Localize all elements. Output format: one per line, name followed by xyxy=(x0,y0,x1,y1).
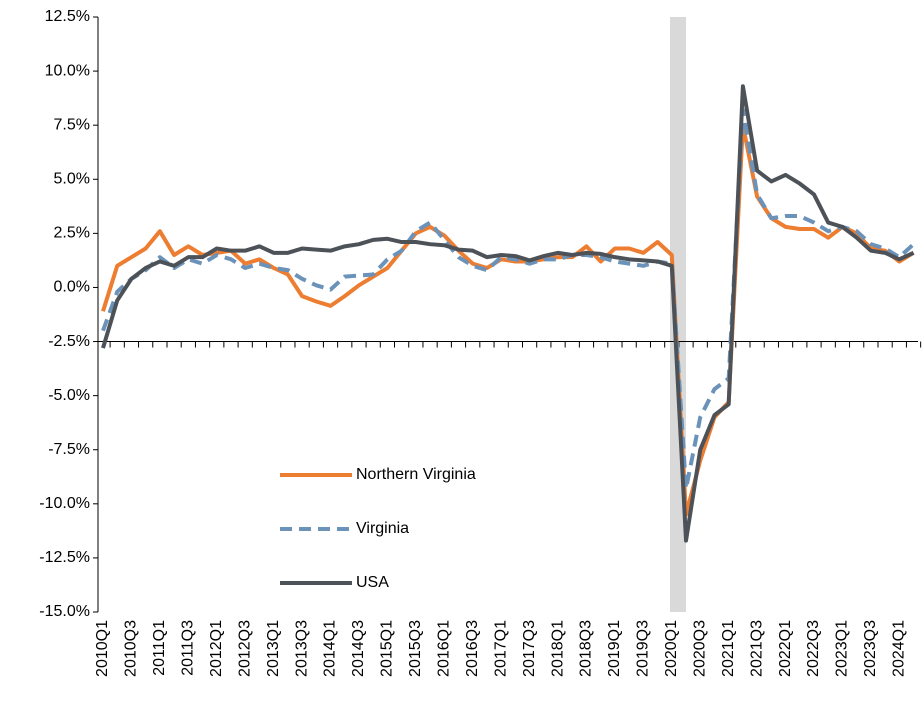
x-tick-label: 2021Q3 xyxy=(748,620,765,677)
x-tick-label: 2015Q3 xyxy=(407,620,424,677)
y-tick-label: -12.5% xyxy=(39,549,90,566)
y-tick-label: 12.5% xyxy=(45,8,90,25)
y-tick-label: 2.5% xyxy=(54,225,90,242)
x-tick-label: 2013Q3 xyxy=(293,620,310,677)
x-tick-label: 2010Q1 xyxy=(94,620,111,677)
y-tick-label: -2.5% xyxy=(48,333,90,350)
x-tick-label: 2021Q1 xyxy=(720,620,737,677)
x-tick-label: 2022Q3 xyxy=(805,620,822,677)
x-tick-label: 2024Q1 xyxy=(891,620,908,677)
x-tick-label: 2016Q3 xyxy=(464,620,481,677)
x-tick-label: 2010Q3 xyxy=(123,620,140,677)
legend-label: Virginia xyxy=(356,520,409,537)
line-series xyxy=(101,123,915,517)
legend-label: Northern Virginia xyxy=(356,466,476,483)
x-tick-label: 2011Q1 xyxy=(151,620,168,676)
y-tick-label: -7.5% xyxy=(48,441,90,458)
x-tick-label: 2014Q3 xyxy=(350,620,367,677)
x-tick-label: 2012Q3 xyxy=(236,620,253,677)
line-series xyxy=(101,84,915,543)
y-tick-label: 10.0% xyxy=(45,62,90,79)
y-tick-label: 0.0% xyxy=(54,279,90,296)
x-tick-label: 2018Q1 xyxy=(549,620,566,677)
x-tick-label: 2011Q3 xyxy=(180,620,197,676)
y-tick-label: -5.0% xyxy=(48,387,90,404)
y-tick-label: 5.0% xyxy=(54,170,90,187)
x-tick-label: 2020Q1 xyxy=(663,620,680,677)
x-tick-label: 2019Q3 xyxy=(635,620,652,677)
x-tick-label: 2023Q1 xyxy=(834,620,851,677)
y-tick-label: -15.0% xyxy=(39,603,90,620)
x-tick-label: 2022Q1 xyxy=(777,620,794,677)
y-tick-label: -10.0% xyxy=(39,495,90,512)
x-tick-label: 2023Q3 xyxy=(862,620,879,677)
x-tick-label: 2014Q1 xyxy=(322,620,339,677)
x-tick-label: 2015Q1 xyxy=(379,620,396,677)
y-tick-label: 7.5% xyxy=(54,116,90,133)
line-series xyxy=(101,108,915,491)
x-tick-label: 2013Q1 xyxy=(265,620,282,677)
x-tick-label: 2016Q1 xyxy=(435,620,452,677)
x-tick-label: 2017Q1 xyxy=(492,620,509,677)
x-tick-label: 2012Q1 xyxy=(208,620,225,677)
x-tick-label: 2017Q3 xyxy=(521,620,538,677)
x-tick-label: 2020Q3 xyxy=(691,620,708,677)
x-tick-label: 2018Q3 xyxy=(578,620,595,677)
legend-label: USA xyxy=(356,574,389,591)
x-tick-label: 2019Q1 xyxy=(606,620,623,677)
